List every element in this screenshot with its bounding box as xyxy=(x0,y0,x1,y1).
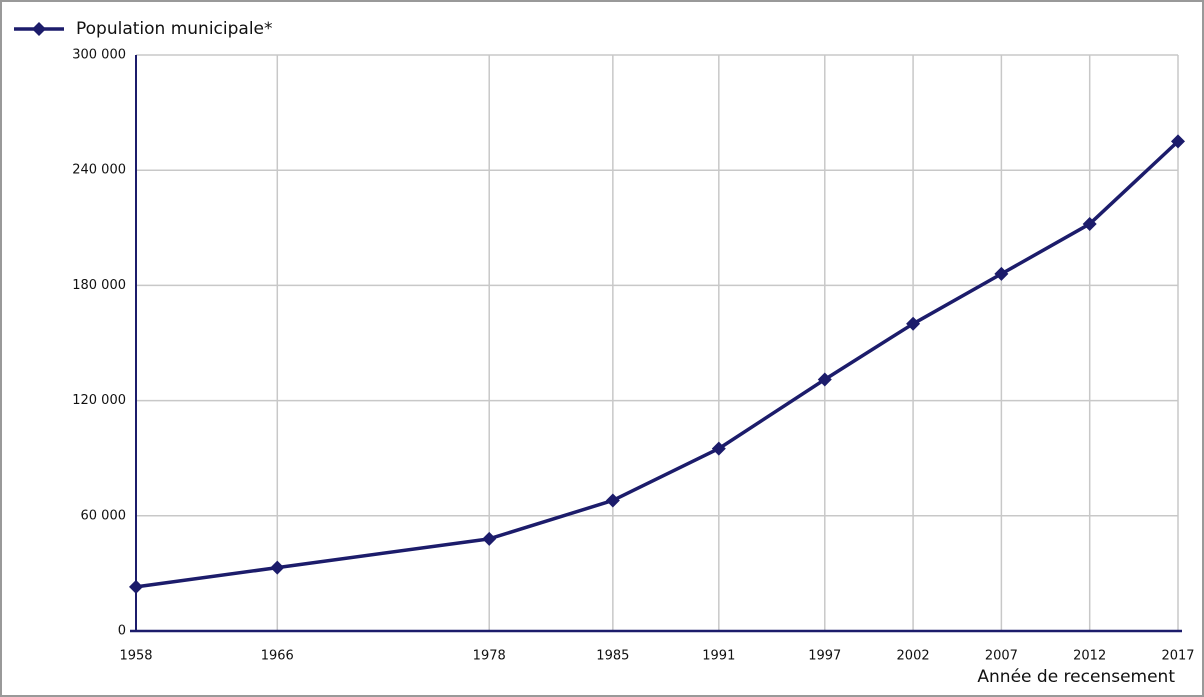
legend-label: Population municipale* xyxy=(76,19,273,39)
data-point xyxy=(482,531,497,546)
x-tick-label: 1958 xyxy=(119,649,152,664)
x-tick-label: 2002 xyxy=(897,649,930,664)
y-tick-label: 180 000 xyxy=(72,278,126,293)
x-tick-label: 1997 xyxy=(808,649,841,664)
x-tick-label: 1966 xyxy=(261,649,294,664)
x-axis-label: Année de recensement xyxy=(977,667,1175,687)
x-tick-label: 2007 xyxy=(985,649,1018,664)
x-tick-label: 1978 xyxy=(473,649,506,664)
data-point xyxy=(711,441,726,456)
data-point xyxy=(994,266,1009,281)
data-point xyxy=(906,316,921,331)
y-tick-label: 240 000 xyxy=(72,163,126,178)
data-point xyxy=(1082,216,1097,231)
data-point xyxy=(605,493,620,508)
x-tick-label: 1991 xyxy=(702,649,735,664)
data-point xyxy=(270,560,285,575)
data-point xyxy=(817,372,832,387)
data-point xyxy=(1171,134,1185,149)
y-tick-label: 0 xyxy=(118,624,126,639)
x-tick-label: 2012 xyxy=(1073,649,1106,664)
x-tick-label: 2017 xyxy=(1161,649,1194,664)
series-line xyxy=(135,140,1180,589)
legend-marker xyxy=(32,22,46,36)
y-tick-label: 300 000 xyxy=(72,48,126,63)
y-tick-label: 120 000 xyxy=(72,393,126,408)
x-tick-label: 1985 xyxy=(596,649,629,664)
y-tick-label: 60 000 xyxy=(81,508,127,523)
data-point xyxy=(129,579,143,594)
